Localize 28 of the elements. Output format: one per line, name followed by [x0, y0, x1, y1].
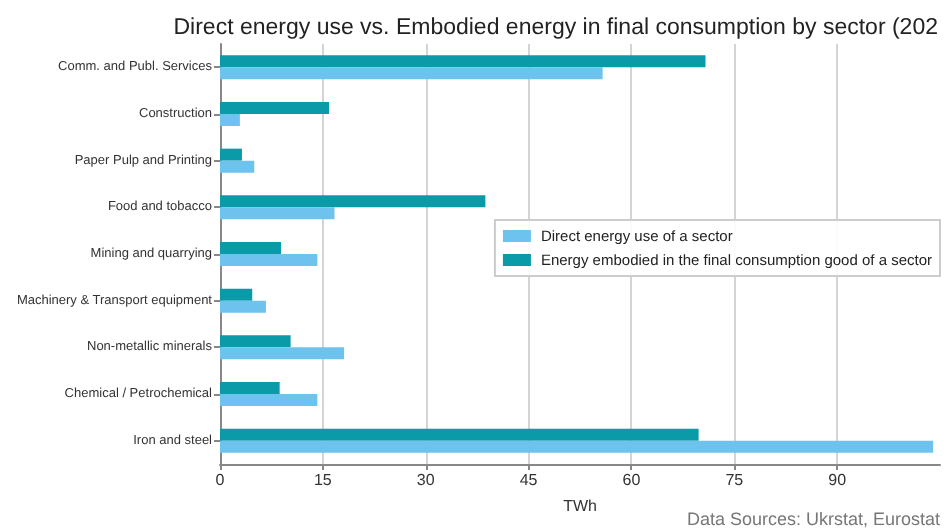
bar — [220, 102, 330, 114]
x-tick-label: 75 — [725, 471, 745, 489]
bar — [220, 148, 242, 161]
bar — [220, 382, 280, 394]
bar — [220, 394, 318, 406]
x-tick-label: 90 — [828, 471, 848, 489]
bar — [220, 335, 291, 348]
bar — [220, 288, 253, 301]
x-tick-label: 15 — [313, 471, 333, 489]
bar — [220, 347, 345, 360]
bar — [220, 242, 282, 254]
bar — [220, 300, 266, 313]
x-axis-title: TWh — [563, 496, 597, 515]
bar — [220, 67, 603, 80]
bar — [220, 428, 699, 441]
bar — [220, 55, 706, 68]
bar — [220, 195, 486, 208]
bar — [220, 207, 335, 220]
bar — [220, 160, 255, 173]
x-tick-label: 60 — [622, 471, 642, 489]
x-tick-label: 0 — [215, 471, 226, 489]
x-tick-label: 45 — [519, 471, 539, 489]
text: Data Sources: Ukrstat, Eurostat — [686, 509, 941, 529]
bar — [220, 440, 934, 453]
x-tick-label: 30 — [416, 471, 436, 489]
bar — [220, 114, 240, 126]
bar — [220, 254, 318, 266]
chart-title: Direct energy use vs. Embodied energy in final consumption by sector (202 — [173, 16, 938, 40]
